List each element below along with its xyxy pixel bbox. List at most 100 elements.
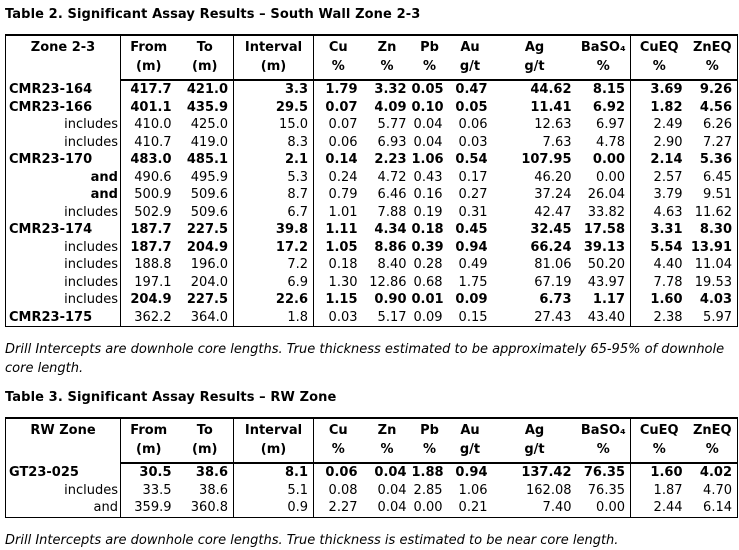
table-row: and 490.6 495.9 5.3 0.24 4.72 0.43 0.17 46.20 0.0… — [6, 168, 738, 186]
cell-baso4: 50.20 — [587, 257, 625, 272]
cell-cu: 0.03 — [313, 308, 363, 327]
cell-au: 1.75 — [458, 274, 488, 290]
cell-cueq: 5.54 — [630, 238, 688, 256]
table-row: and 500.9 509.6 8.7 0.79 6.46 0.16 0.27 37.24 26.… — [6, 186, 738, 204]
cell-zn: 4.72 — [377, 169, 407, 185]
cell-ag: 11.41 — [530, 99, 572, 115]
cell-to: 360.8 — [190, 500, 228, 515]
zone-column-header: RW Zone — [30, 423, 96, 438]
cell-zn: 2.23 — [374, 152, 407, 167]
cell-au: 0.54 — [455, 152, 488, 167]
cell-interval: 3.3 — [233, 80, 314, 99]
cell-interval: 29.5 — [233, 98, 314, 116]
cell-zneq: 8.30 — [699, 222, 732, 237]
cell-zneq: 4.03 — [699, 292, 732, 307]
cell-cueq: 1.87 — [630, 481, 688, 499]
assay-table-south-wall: Zone 2-3 From (m) To (m) Interval (m) Cu% Zn% Pb%… — [5, 34, 738, 327]
column-header-interval: Interval (m) — [233, 418, 314, 464]
assay-table-rw-zone: RW Zone From (m) To (m) Interval (m) Cu% Zn% Pb% A… — [5, 417, 738, 518]
cell-to: 227.5 — [186, 292, 228, 307]
table2-note: Drill Intercepts are downhole core lengt… — [5, 342, 725, 376]
cell-pb: 0.18 — [411, 222, 444, 237]
cell-from: 197.1 — [120, 273, 177, 291]
table-row: CMR23-164 417.7 421.0 3.3 1.79 3.32 0.05 0.47 44… — [6, 80, 738, 99]
cell-ag: 37.24 — [534, 187, 572, 202]
table-row: GT23-025 30.5 38.6 8.1 0.06 0.04 1.88 0.94 137.4… — [6, 463, 738, 482]
cell-baso4: 43.97 — [587, 274, 625, 290]
row-label: and — [93, 500, 118, 515]
cell-cueq: 4.63 — [630, 203, 688, 221]
cell-interval: 7.2 — [233, 256, 314, 274]
cell-au: 0.09 — [455, 292, 488, 307]
column-header-pb: Pb% — [411, 35, 448, 81]
cell-to: 227.5 — [186, 222, 228, 237]
cell-cu: 0.24 — [313, 168, 363, 186]
row-label: includes — [64, 239, 118, 255]
cell-baso4: 76.35 — [583, 465, 625, 480]
table2-title: Table 2. Significant Assay Results – Sou… — [5, 7, 421, 22]
cell-cueq: 2.38 — [630, 308, 688, 327]
row-label: includes — [64, 482, 118, 498]
cell-cueq: 1.82 — [630, 98, 688, 116]
cell-to: 435.9 — [186, 99, 228, 115]
cell-baso4: 0.00 — [596, 500, 625, 515]
cell-ag: 6.73 — [539, 292, 572, 307]
row-label: GT23-025 — [9, 464, 79, 480]
cell-zneq: 4.02 — [699, 465, 732, 480]
cell-au: 0.94 — [455, 465, 488, 480]
cell-zneq: 6.26 — [703, 117, 732, 132]
cell-zneq: 4.70 — [703, 482, 732, 498]
cell-from: 401.1 — [120, 98, 177, 116]
cell-to: 419.0 — [190, 134, 228, 150]
column-header-cueq: CuEQ% — [630, 418, 688, 464]
table-row: includes 410.7 419.0 8.3 0.06 6.93 0.04 0.03 7.6… — [6, 133, 738, 151]
cell-zn: 0.90 — [374, 292, 407, 307]
cell-to: 485.1 — [186, 152, 228, 167]
cell-au: 0.03 — [458, 134, 488, 150]
cell-interval: 8.3 — [233, 133, 314, 151]
cell-zn: 6.46 — [377, 187, 407, 202]
table-row: includes 187.7 204.9 17.2 1.05 8.86 0.39 0.94 66… — [6, 238, 738, 256]
cell-ag: 67.19 — [534, 274, 572, 290]
cell-cu: 1.15 — [313, 291, 363, 309]
cell-ag: 81.06 — [534, 257, 572, 272]
cell-au: 0.49 — [458, 257, 488, 272]
row-label: includes — [64, 134, 118, 150]
table-row: includes 197.1 204.0 6.9 1.30 12.86 0.68 1.75 67… — [6, 273, 738, 291]
column-header-au: Au g/t — [447, 418, 493, 464]
cell-au: 0.06 — [458, 117, 488, 132]
cell-interval: 8.7 — [233, 186, 314, 204]
cell-zneq: 9.51 — [703, 187, 732, 202]
cell-cu: 0.79 — [313, 186, 363, 204]
cell-interval: 39.8 — [233, 221, 314, 239]
cell-baso4: 33.82 — [587, 204, 625, 220]
cell-zneq: 19.53 — [694, 274, 732, 290]
cell-ag: 44.62 — [530, 82, 572, 97]
table3-title: Table 3. Significant Assay Results – RW … — [5, 390, 337, 405]
cell-cu: 1.11 — [313, 221, 363, 239]
column-header-interval: Interval (m) — [233, 35, 314, 81]
cell-baso4: 26.04 — [587, 187, 625, 202]
cell-zn: 12.86 — [369, 274, 407, 290]
cell-interval: 1.8 — [233, 308, 314, 327]
cell-cueq: 4.40 — [630, 256, 688, 274]
cell-baso4: 76.35 — [587, 482, 625, 498]
cell-from: 30.5 — [120, 463, 177, 482]
cell-to: 204.9 — [186, 239, 228, 255]
cell-from: 490.6 — [120, 168, 177, 186]
cell-interval: 15.0 — [233, 116, 314, 134]
cell-to: 425.0 — [190, 117, 228, 132]
cell-cu: 1.05 — [313, 238, 363, 256]
row-label: CMR23-166 — [9, 99, 93, 115]
cell-to: 38.6 — [199, 482, 228, 498]
cell-interval: 6.7 — [233, 203, 314, 221]
row-label: CMR23-170 — [9, 152, 93, 167]
cell-cueq: 2.14 — [630, 151, 688, 169]
cell-cueq: 1.60 — [630, 463, 688, 482]
column-header-cu: Cu% — [313, 35, 363, 81]
cell-baso4: 1.17 — [592, 292, 625, 307]
south-wall-table-section: Table 2. Significant Assay Results – Sou… — [5, 7, 739, 378]
cell-cueq: 2.44 — [630, 499, 688, 517]
cell-cueq: 3.69 — [630, 80, 688, 99]
